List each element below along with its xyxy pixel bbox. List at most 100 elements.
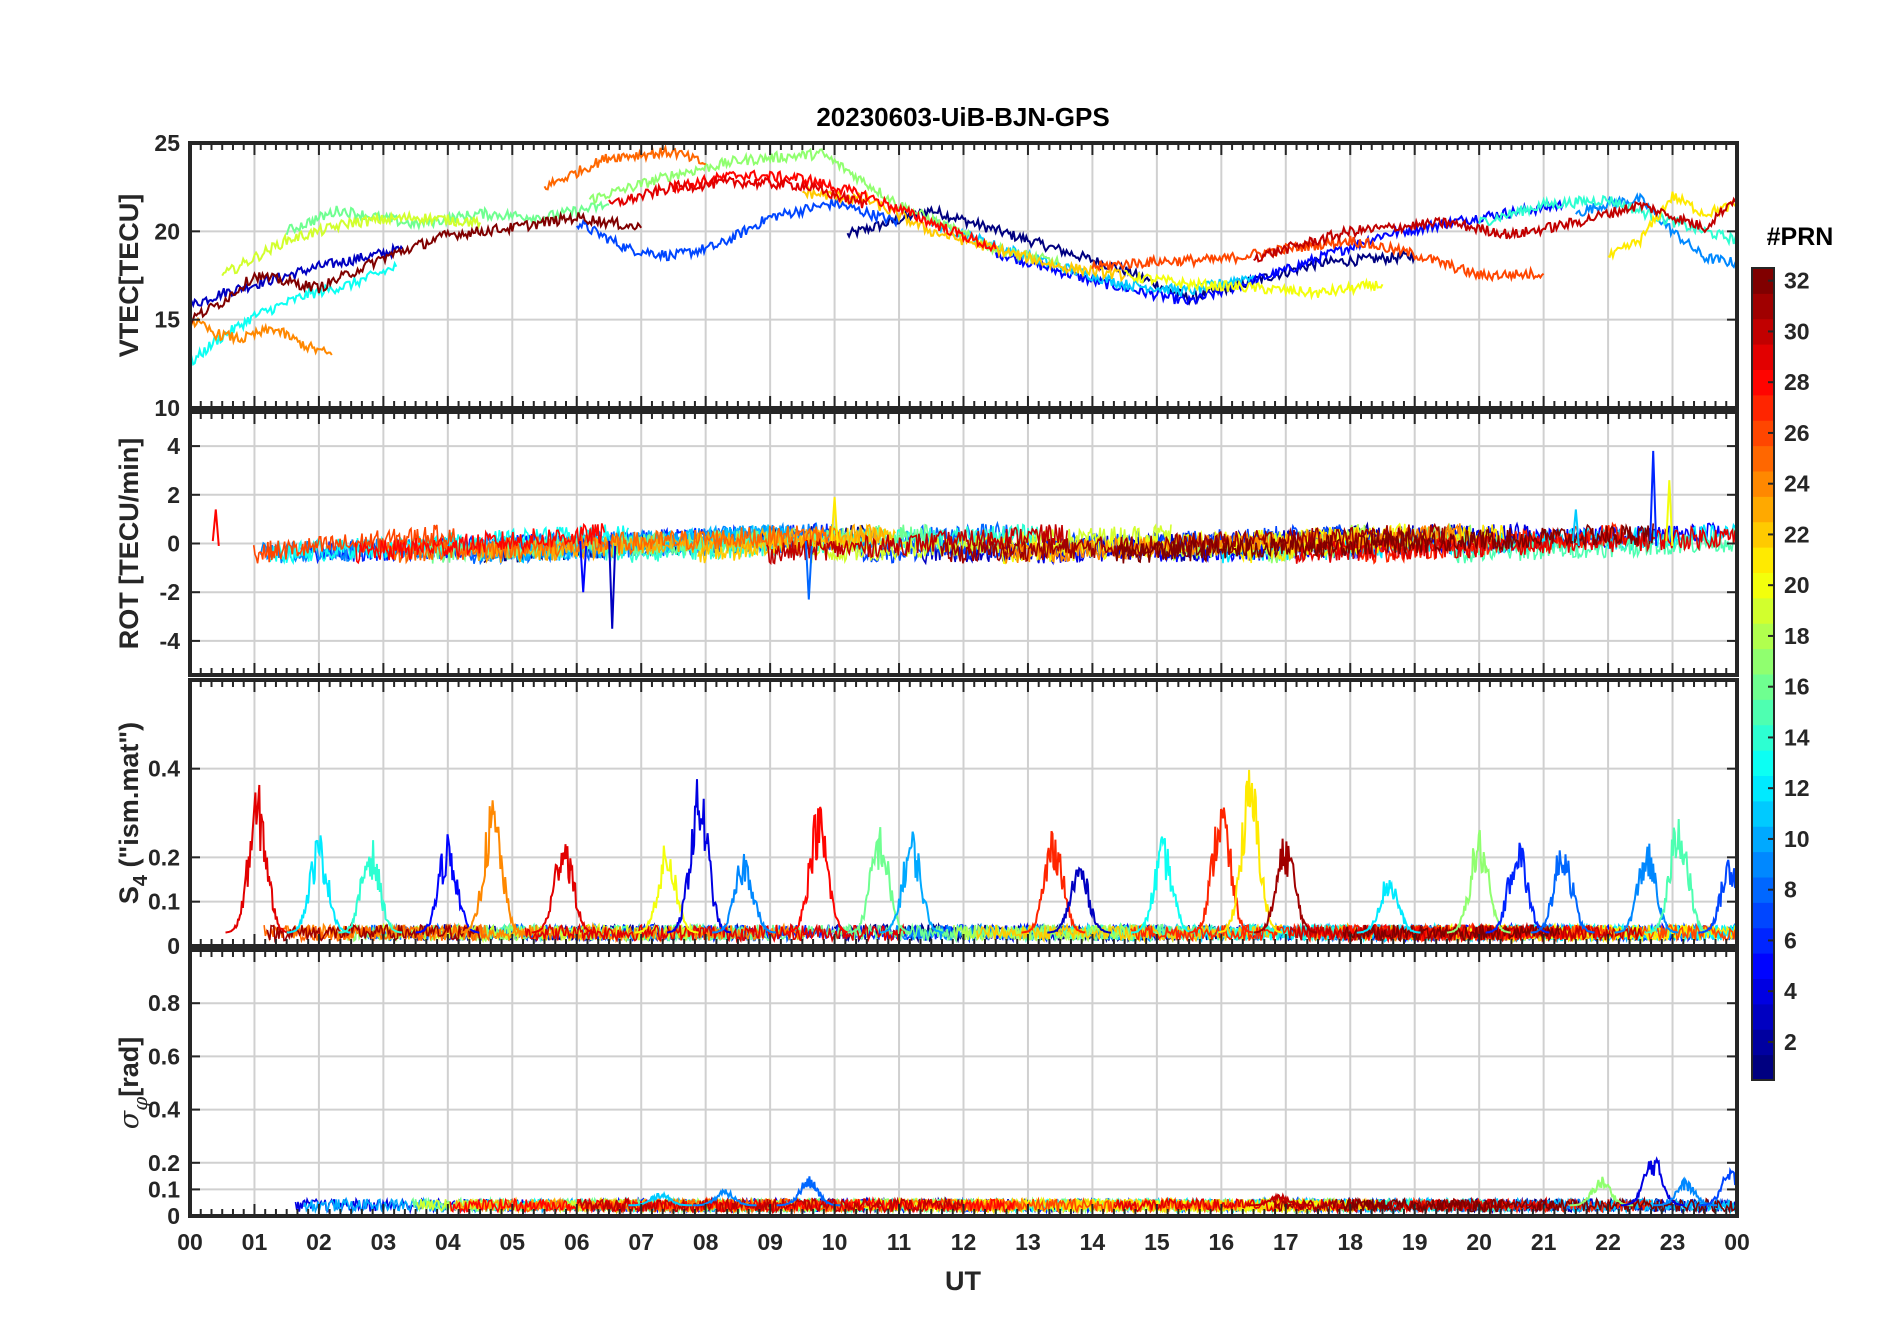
rot-spike xyxy=(211,509,220,547)
y-tick-label: 0 xyxy=(167,531,180,557)
colorbar-tick-label: 8 xyxy=(1784,877,1797,903)
s4-peak xyxy=(634,845,699,934)
colorbar-tick-label: 16 xyxy=(1784,674,1810,700)
sigma_phi-series-prn-26 xyxy=(937,1196,1242,1215)
x-tick-label: 14 xyxy=(1080,1229,1106,1255)
data-lines xyxy=(190,143,1737,366)
s4-peak xyxy=(531,844,596,934)
sigma_phi-series-prn-31 xyxy=(1273,1196,1505,1214)
x-tick-label: 18 xyxy=(1337,1229,1363,1255)
panel-rot: -4 -2 0 2 4 ROT [TECU/min] xyxy=(114,410,1739,677)
s4-peak xyxy=(1698,859,1737,934)
y-axis-label-sub: φ xyxy=(128,1097,152,1111)
figure-title: 20230603-UiB-BJN-GPS xyxy=(816,102,1109,132)
vtec-series-prn-14 xyxy=(1478,194,1737,247)
colorbar-tick-label: 22 xyxy=(1784,521,1810,547)
colorbar-tick-label: 14 xyxy=(1784,724,1810,750)
y-axis-label-vtec: VTEC[TECU] xyxy=(114,194,144,358)
x-tick-label: 00 xyxy=(177,1229,203,1255)
x-tick-label: 19 xyxy=(1402,1229,1428,1255)
s4-peak xyxy=(1485,842,1550,934)
x-tick-label: 00 xyxy=(1724,1229,1750,1255)
colorbar-tick-label: 28 xyxy=(1784,369,1810,395)
sigma_phi-peak xyxy=(776,1176,841,1207)
s4-peak xyxy=(1614,843,1679,934)
x-tick-label: 11 xyxy=(887,1229,912,1255)
panel-s4: 00.10.20.4S4 ("ism.mat") xyxy=(114,678,1739,959)
colorbar-segment xyxy=(1752,953,1774,979)
colorbar-segment xyxy=(1752,800,1774,827)
colorbar-segment xyxy=(1752,268,1774,294)
s4-peak xyxy=(1021,830,1086,934)
vtec-series-prn-21 xyxy=(1607,191,1737,261)
colorbar-segment xyxy=(1752,648,1774,675)
s4-peak xyxy=(286,835,351,934)
y-tick-label: 0.1 xyxy=(148,889,180,915)
s4-peak xyxy=(1217,769,1283,934)
s4-peak xyxy=(1356,880,1421,934)
y-tick-label: 25 xyxy=(154,130,180,156)
x-tick-label: 09 xyxy=(757,1229,783,1255)
s4-peak xyxy=(712,853,777,934)
x-tick-label: 20 xyxy=(1466,1229,1492,1255)
x-tick-label: 06 xyxy=(564,1229,590,1255)
colorbar-tick-label: 24 xyxy=(1784,471,1810,497)
colorbar-segment xyxy=(1752,344,1774,370)
rot-spike xyxy=(1649,450,1658,546)
x-tick-label: 03 xyxy=(371,1229,397,1255)
colorbar-segment xyxy=(1752,877,1774,903)
x-tick-label: 02 xyxy=(306,1229,332,1255)
x-axis-label: UT xyxy=(945,1266,981,1296)
s4-series-prn-32 xyxy=(1342,924,1561,943)
s4-peak xyxy=(1047,866,1112,934)
sigma_phi-peak xyxy=(1698,1167,1737,1207)
colorbar-segment xyxy=(1752,1054,1774,1081)
y-axis-label-sigma_phi: σφ[rad] xyxy=(114,1037,152,1129)
colorbar-segment xyxy=(1752,1029,1774,1056)
colorbar-segment xyxy=(1752,572,1774,599)
x-tick-label: 10 xyxy=(822,1229,848,1255)
colorbar-segment xyxy=(1752,394,1774,421)
y-tick-label: 0 xyxy=(167,933,180,959)
colorbar-segment xyxy=(1752,724,1774,751)
rot-series-prn-31 xyxy=(940,522,1446,564)
colorbar-tick-label: 20 xyxy=(1784,572,1810,598)
y-axis-label-rot: ROT [TECU/min] xyxy=(114,438,144,649)
s4-peak xyxy=(847,827,912,934)
y-tick-label: 0.8 xyxy=(148,990,180,1016)
sigma_phi-peak xyxy=(1247,1192,1311,1207)
rot-spike xyxy=(804,541,813,600)
y-axis-label-sub: 4 xyxy=(130,874,152,886)
rot-spike xyxy=(1665,480,1674,546)
colorbar-frame xyxy=(1751,267,1775,1081)
vtec-series-prn-20 xyxy=(1124,269,1384,301)
colorbar-tick-label: 4 xyxy=(1784,978,1797,1004)
sigma_phi-peak xyxy=(1620,1156,1685,1207)
rot-spike xyxy=(830,497,839,546)
panel-sigma_phi: 00.10.2 0.4 0.6 0.8 σφ[rad] 00 01 02 03 04 05 06 07 0… xyxy=(114,948,1750,1255)
x-tick-label: 15 xyxy=(1144,1229,1170,1255)
y-tick-label: 0.2 xyxy=(148,1150,180,1176)
colorbar-tick-label: 18 xyxy=(1784,623,1810,649)
x-tick-label: 12 xyxy=(951,1229,977,1255)
sigma_phi-peak xyxy=(692,1188,757,1207)
vtec-series-prn-22 xyxy=(802,185,1126,283)
rot-series-prn-28 xyxy=(354,522,606,565)
x-tick-label: 07 xyxy=(628,1229,654,1255)
y-axis-label-rest: ("ism.mat") xyxy=(114,722,144,875)
y-tick-label: 0.1 xyxy=(148,1176,180,1202)
colorbar-segment xyxy=(1752,750,1774,776)
colorbar-segment xyxy=(1752,471,1774,497)
y-tick-label: -4 xyxy=(160,628,181,654)
sigma_phi-peak xyxy=(1569,1176,1634,1207)
vtec-series-prn-19 xyxy=(221,209,482,277)
y-tick-label: 0.4 xyxy=(148,1097,180,1123)
s4-peak xyxy=(879,831,944,934)
colorbar-segment xyxy=(1752,496,1774,523)
colorbar-tick-label: 32 xyxy=(1784,268,1810,294)
vtec-series-prn-28 xyxy=(672,169,997,253)
vtec-series-prn-25 xyxy=(543,143,706,191)
colorbar-segment xyxy=(1752,826,1774,853)
s4-peak xyxy=(1131,836,1195,934)
vtec-series-prn-30 xyxy=(1253,195,1737,263)
